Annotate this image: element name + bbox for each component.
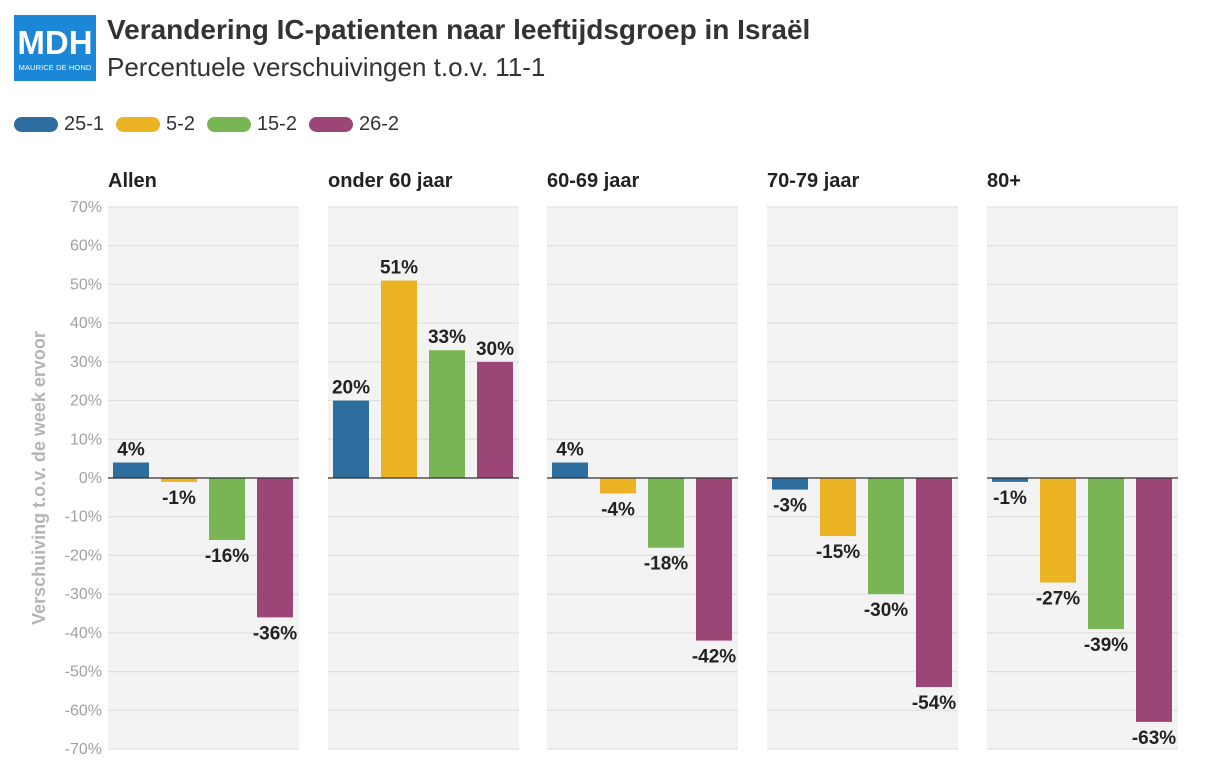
chart-title: Verandering IC-patienten naar leeftijdsg…	[107, 14, 811, 45]
data-label: -15%	[816, 542, 860, 563]
y-tick-label: -30%	[65, 586, 102, 603]
data-label: -36%	[253, 623, 297, 644]
mdh-logo: MDH MAURICE DE HOND	[14, 15, 96, 81]
bar-15-2	[209, 478, 245, 540]
y-tick-label: 30%	[70, 354, 102, 371]
y-axis-label: Verschuiving t.o.v. de week ervoor	[29, 331, 49, 625]
bar-5-2	[820, 478, 856, 537]
data-label: -18%	[644, 554, 688, 575]
bar-25-1	[992, 478, 1028, 482]
bar-5-2	[381, 280, 417, 478]
legend-item-15-2[interactable]: 15-2	[206, 113, 297, 136]
bar-26-2	[257, 478, 293, 618]
y-tick-label: 0%	[79, 470, 102, 487]
legend-swatch-26-2	[308, 117, 353, 132]
legend-swatch-25-1	[14, 117, 58, 132]
y-tick-label: -20%	[65, 547, 102, 564]
bar-5-2	[161, 478, 197, 482]
data-label: 30%	[476, 339, 514, 360]
bar-26-2	[696, 478, 732, 641]
legend: 25-1 5-2 15-2 26-2	[14, 113, 411, 136]
y-tick-label: 20%	[70, 393, 102, 410]
data-label: -63%	[1132, 728, 1176, 749]
legend-item-25-1[interactable]: 25-1	[14, 113, 104, 136]
bar-26-2	[477, 361, 513, 478]
bar-25-1	[772, 478, 808, 490]
panel-title: 80+	[987, 170, 1021, 192]
data-label: -54%	[912, 693, 956, 714]
bar-26-2	[916, 478, 952, 688]
logo-subtext: MAURICE DE HOND	[18, 63, 92, 72]
bar-15-2	[868, 478, 904, 595]
y-tick-label: -40%	[65, 625, 102, 642]
y-tick-label: -50%	[65, 664, 102, 681]
bar-15-2	[1088, 478, 1124, 629]
legend-label-5-2: 5-2	[166, 113, 195, 135]
y-tick-label: 40%	[70, 315, 102, 332]
bar-15-2	[648, 478, 684, 548]
legend-swatch-5-2	[116, 117, 161, 132]
y-tick-label: -10%	[65, 509, 102, 526]
data-label: -42%	[692, 647, 736, 668]
data-label: 4%	[556, 440, 584, 461]
legend-label-26-2: 26-2	[358, 113, 399, 135]
legend-item-26-2[interactable]: 26-2	[308, 113, 399, 136]
y-tick-label: -60%	[65, 702, 102, 719]
data-label: 33%	[428, 327, 466, 348]
data-label: -16%	[205, 546, 249, 567]
bar-26-2	[1136, 478, 1172, 722]
bar-5-2	[600, 478, 636, 494]
data-label: -39%	[1084, 635, 1128, 656]
panel-title: 70-79 jaar	[767, 170, 860, 192]
legend-label-25-1: 25-1	[64, 113, 105, 135]
y-tick-label: 60%	[70, 238, 102, 255]
legend-label-15-2: 15-2	[256, 113, 297, 135]
data-label: 20%	[332, 378, 370, 399]
data-label: -1%	[993, 488, 1027, 509]
y-tick-label: -70%	[65, 741, 102, 758]
chart-subtitle: Percentuele verschuivingen t.o.v. 11-1	[107, 52, 546, 82]
bar-15-2	[429, 350, 465, 478]
logo-text: MDH	[17, 24, 93, 61]
panel-title: onder 60 jaar	[328, 170, 453, 192]
y-tick-label: 50%	[70, 276, 102, 293]
data-label: 4%	[117, 440, 145, 461]
data-label: -30%	[864, 600, 908, 621]
legend-swatch-15-2	[206, 117, 251, 132]
bar-25-1	[113, 462, 149, 478]
bar-25-1	[333, 400, 369, 478]
data-label: -4%	[601, 499, 635, 520]
legend-item-5-2[interactable]: 5-2	[116, 113, 195, 136]
data-label: -3%	[773, 496, 807, 517]
data-label: -1%	[162, 488, 196, 509]
data-label: -27%	[1036, 589, 1080, 610]
panel-title: Allen	[108, 170, 157, 192]
y-tick-label: 70%	[70, 199, 102, 216]
bar-25-1	[552, 462, 588, 478]
data-label: 51%	[380, 258, 418, 279]
panel-title: 60-69 jaar	[547, 170, 640, 192]
y-tick-label: 10%	[70, 431, 102, 448]
bar-5-2	[1040, 478, 1076, 583]
